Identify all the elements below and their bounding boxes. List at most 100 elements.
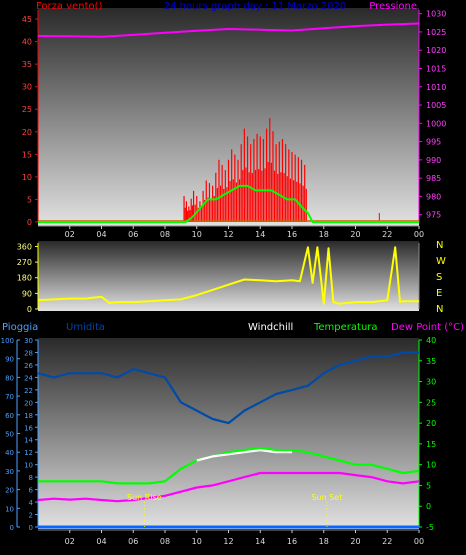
humidity-y-tick-label: 0 <box>29 524 33 532</box>
rain-y-tick-label: 60 <box>5 412 14 420</box>
rain-y-tick-label: 70 <box>5 393 14 401</box>
pressure-y-tick-label: 995 <box>426 138 441 147</box>
direction-y-tick-label: 0 <box>27 305 32 314</box>
wind-y-tick-label: 30 <box>22 83 32 92</box>
direction-letter-s: S <box>436 272 442 283</box>
rain-y-tick-label: 20 <box>5 487 14 495</box>
wind-y-tick-label: 10 <box>22 173 32 182</box>
pressure-y-tick-label: 1015 <box>426 64 446 73</box>
wind-y-tick-label: 25 <box>22 105 32 114</box>
graph-title: 24 hours graph day : 11 Marzo 2020 <box>164 1 347 12</box>
dewpoint-label: Dew Point (°C) <box>391 322 464 333</box>
pressure-y-tick-label: 1000 <box>426 119 446 128</box>
temperature-y-tick-label: 40 <box>426 336 436 345</box>
temperature-x-tick-label: 06 <box>128 537 138 546</box>
direction-letter-w: W <box>436 256 446 267</box>
direction-y-tick-label: 270 <box>17 258 32 267</box>
wind-average-line <box>38 184 419 223</box>
pressure-y-tick-label: 990 <box>426 156 441 165</box>
wind-x-tick-label: 04 <box>96 230 106 239</box>
wind-x-tick-label: 18 <box>319 230 329 239</box>
wind-x-tick-label: 08 <box>160 230 170 239</box>
humidity-y-tick-label: 16 <box>24 424 33 432</box>
pressure-y-tick-label: 975 <box>426 211 441 220</box>
pressure-y-tick-label: 1025 <box>426 28 446 37</box>
direction-y-tick-label: 180 <box>17 274 32 283</box>
direction-y-tick-label: 360 <box>17 242 32 251</box>
wind-x-tick-label: 06 <box>128 230 138 239</box>
dewpoint-line <box>37 471 420 503</box>
wind-y-tick-label: 35 <box>22 60 32 69</box>
humidity-y-tick-label: 28 <box>24 349 33 357</box>
chart-marks: 0510152025303540459759809859909951000100… <box>1 10 447 546</box>
temperature-y-tick-label: 20 <box>426 419 436 428</box>
rain-y-tick-label: 40 <box>5 449 14 457</box>
rain-y-tick-label: 90 <box>5 356 14 364</box>
humidity-y-tick-label: 20 <box>24 399 33 407</box>
temperature-x-tick-label: 00 <box>414 537 424 546</box>
pressure-y-tick-label: 1020 <box>426 46 446 55</box>
wind-x-tick-label: 14 <box>255 230 265 239</box>
humidity-y-tick-label: 14 <box>24 437 33 445</box>
temperature-x-tick-label: 02 <box>65 537 75 546</box>
wind-x-tick-label: 22 <box>382 230 392 239</box>
panel-temperature <box>38 338 419 529</box>
wind-x-tick-label: 16 <box>287 230 297 239</box>
wind-y-tick-label: 40 <box>22 38 32 47</box>
direction-letter-n-top: N <box>436 240 443 251</box>
temperature-x-tick-label: 12 <box>223 537 233 546</box>
windchill-line <box>196 449 292 462</box>
humidity-y-tick-label: 24 <box>24 374 33 382</box>
wind-y-tick-label: 15 <box>22 150 32 159</box>
humidity-y-tick-label: 8 <box>29 474 33 482</box>
temperature-y-tick-label: 25 <box>426 398 436 407</box>
rain-y-tick-label: 50 <box>5 431 14 439</box>
rain-y-tick-label: 100 <box>1 337 14 345</box>
temperature-y-tick-label: 10 <box>426 461 436 470</box>
humidity-label: Umidita <box>66 322 105 333</box>
wind-y-tick-label: 0 <box>27 218 32 227</box>
temperature-y-tick-label: 30 <box>426 378 436 387</box>
sun-set-label: Sun Set <box>311 493 342 502</box>
humidity-y-tick-label: 6 <box>29 487 34 495</box>
humidity-y-tick-label: 10 <box>24 462 33 470</box>
temperature-y-tick-label: 35 <box>426 357 436 366</box>
temperature-line <box>38 446 420 485</box>
windchill-label: Windchill <box>248 322 293 333</box>
wind-x-tick-label: 20 <box>350 230 360 239</box>
temperature-x-tick-label: 16 <box>287 537 297 546</box>
temperature-x-tick-label: 20 <box>350 537 360 546</box>
panel-wind-direction <box>38 241 419 311</box>
temperature-y-tick-label: 5 <box>426 481 431 490</box>
wind-x-tick-label: 02 <box>65 230 75 239</box>
pressure-line <box>37 22 420 38</box>
temperature-y-tick-label: -5 <box>426 523 434 532</box>
wind-strength-label: Forza vento() <box>36 1 103 12</box>
humidity-y-tick-label: 30 <box>24 337 33 345</box>
rain-y-tick-label: 0 <box>10 524 14 532</box>
humidity-y-tick-label: 18 <box>24 412 33 420</box>
wind-x-tick-label: 12 <box>223 230 233 239</box>
temperature-y-tick-label: 0 <box>426 502 431 511</box>
pressure-y-tick-label: 1005 <box>426 101 446 110</box>
pressure-y-tick-label: 985 <box>426 174 441 183</box>
direction-letter-n-bottom: N <box>436 304 443 315</box>
humidity-line <box>37 351 419 425</box>
pressure-label: Pressione <box>369 1 417 12</box>
temperature-x-tick-label: 18 <box>319 537 329 546</box>
rain-y-tick-label: 30 <box>5 468 14 476</box>
temperature-x-tick-label: 04 <box>96 537 106 546</box>
temperature-label: Temperatura <box>313 322 378 333</box>
temperature-y-tick-label: 15 <box>426 440 436 449</box>
rain-y-tick-label: 80 <box>5 374 14 382</box>
humidity-y-tick-label: 12 <box>24 449 33 457</box>
wind-y-tick-label: 5 <box>27 195 32 204</box>
wind-y-tick-label: 20 <box>22 128 32 137</box>
temperature-x-tick-label: 10 <box>192 537 202 546</box>
sun-rise-label: Sun Rise <box>127 493 162 502</box>
rain-label: Pioggia <box>2 322 38 333</box>
humidity-y-tick-label: 22 <box>24 387 33 395</box>
humidity-y-tick-label: 4 <box>29 499 34 507</box>
